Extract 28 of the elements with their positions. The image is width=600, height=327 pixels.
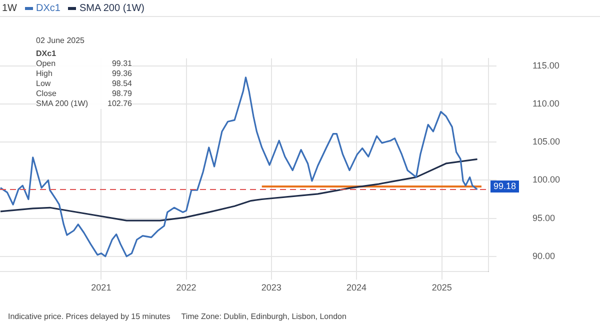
- annotation: 99.36: [112, 69, 132, 79]
- y-tick-label: 100.00: [532, 174, 560, 185]
- annotation: 102.76: [108, 99, 132, 109]
- annotation: Low: [36, 79, 51, 89]
- text: 02 June 2025: [36, 36, 86, 46]
- annotation: High: [36, 69, 52, 79]
- y-tick-label: 110.00: [532, 98, 560, 109]
- annotation: 99.31: [112, 59, 132, 69]
- text: Indicative price. Prices delayed by 15 minutes Time Zone: Dublin, Edinburgh, Lisbon, London: [8, 312, 346, 321]
- x-tick-label: 2024: [346, 282, 367, 292]
- annotation: 98.54: [112, 79, 132, 89]
- annotation: Open: [36, 59, 56, 69]
- legend-label: DXc1: [36, 2, 60, 14]
- y-tick-label: 90.00: [532, 250, 556, 261]
- x-tick-label: 2023: [261, 282, 282, 292]
- annotation: 99.18: [493, 180, 516, 191]
- text: 1W: [2, 2, 17, 14]
- y-tick-label: 105.00: [532, 136, 560, 147]
- annotation: Close: [36, 89, 56, 99]
- x-tick-label: 2025: [432, 282, 452, 292]
- y-tick-label: 115.00: [532, 60, 560, 70]
- text: DXc1: [36, 49, 58, 59]
- x-tick-label: 2022: [176, 282, 196, 292]
- legend-label: SMA 200 (1W): [79, 2, 144, 14]
- annotation: 98.79: [112, 89, 132, 99]
- x-tick-label: 2021: [91, 282, 112, 292]
- y-tick-label: 95.00: [532, 212, 556, 223]
- annotation: SMA 200 (1W): [36, 99, 88, 109]
